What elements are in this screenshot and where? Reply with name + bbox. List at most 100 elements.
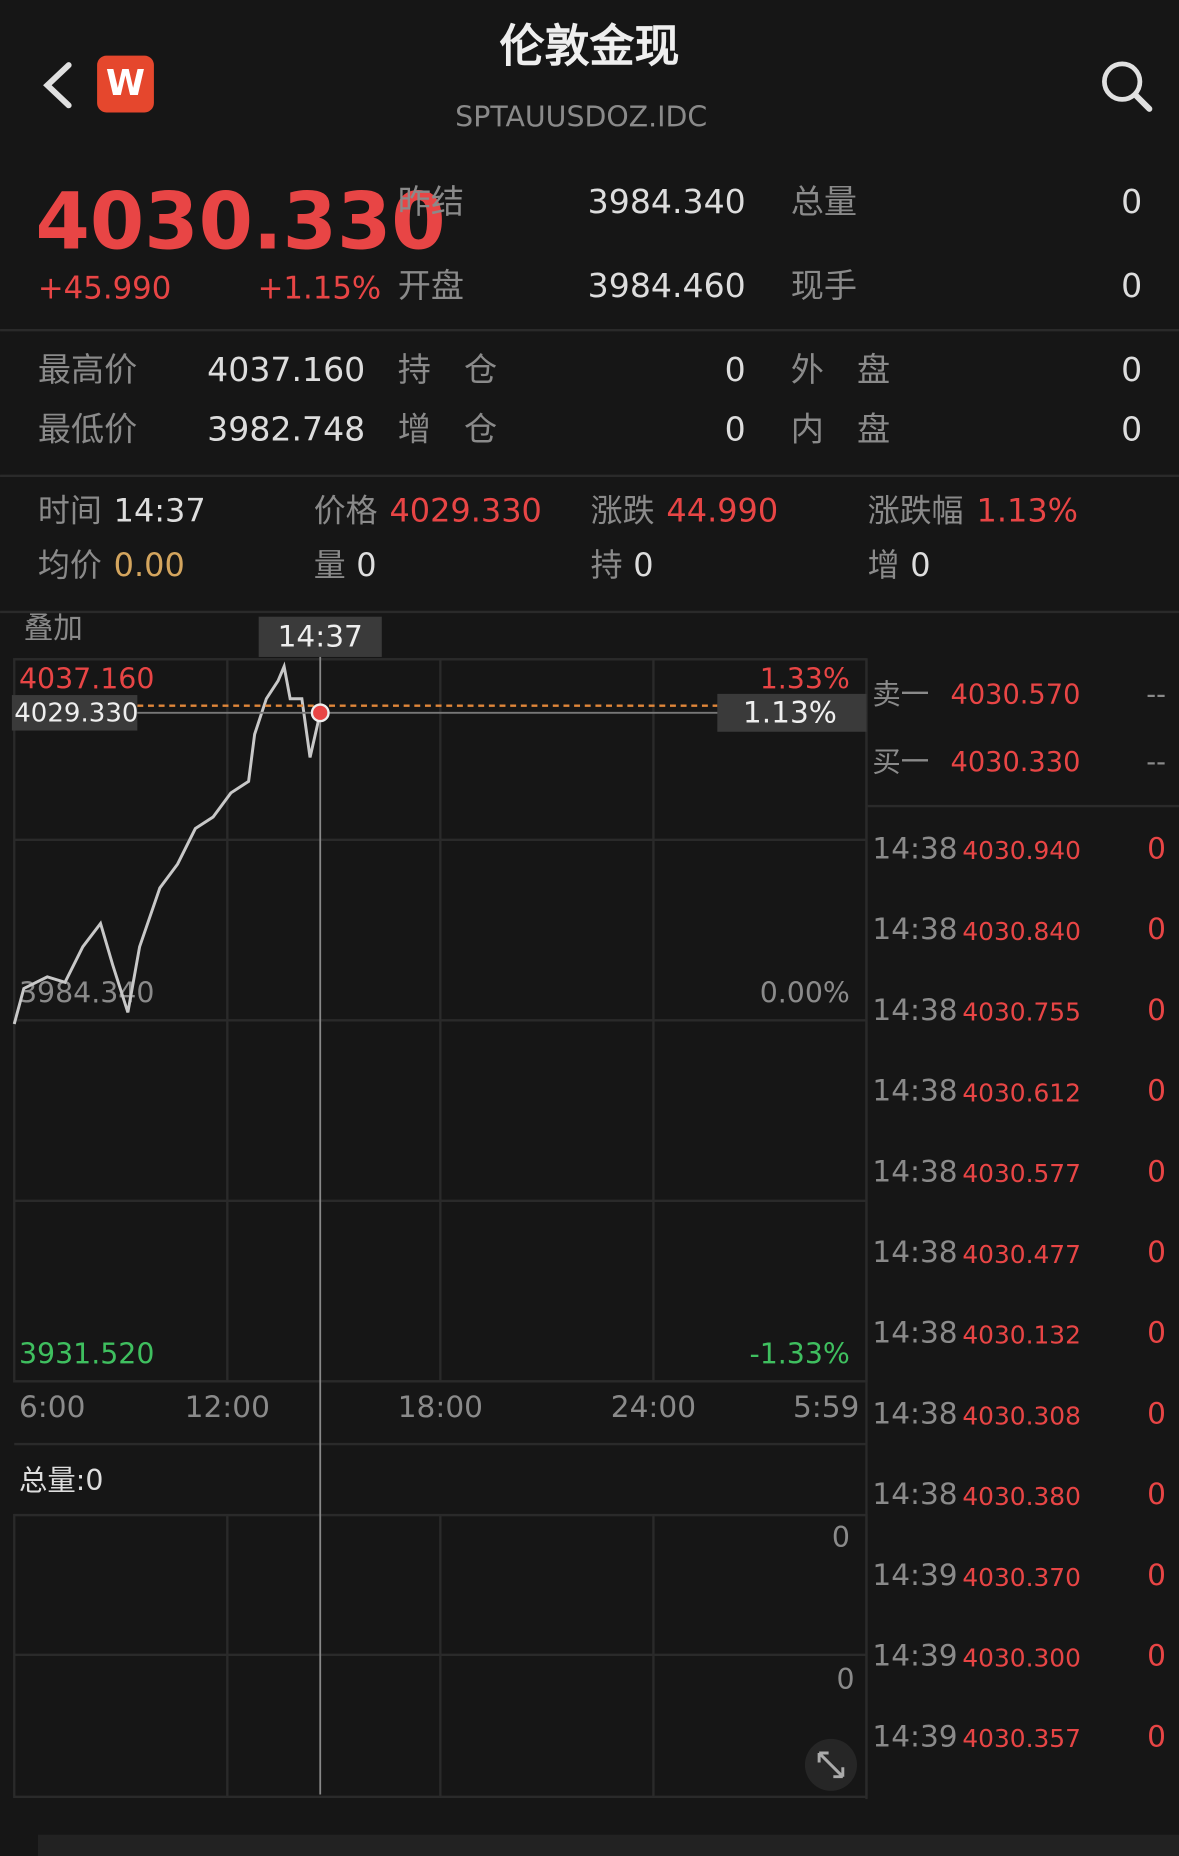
trade-time: 14:38 xyxy=(872,1477,957,1511)
info-value: 0 xyxy=(356,546,376,584)
trade-price: 4030.132 xyxy=(962,1321,1081,1350)
logo xyxy=(97,55,154,113)
cursor-price-box xyxy=(11,695,138,731)
trade-volume: 0 xyxy=(1147,1719,1166,1753)
info-label: 涨跌 xyxy=(591,492,655,530)
overlay-button[interactable]: 叠加 xyxy=(24,611,83,645)
info-value: 0 xyxy=(633,546,653,584)
stat-value: 0 xyxy=(725,350,746,389)
info-label: 时间 xyxy=(38,492,102,530)
trade-price: 4030.840 xyxy=(962,917,1081,946)
cursor-time: 14:37 xyxy=(278,620,363,654)
stat-label: 总量 xyxy=(791,182,857,221)
trade-volume: 0 xyxy=(1147,1639,1166,1673)
stat-value: 0 xyxy=(1121,182,1142,221)
trade-time: 14:38 xyxy=(872,912,957,946)
stat-label: 开盘 xyxy=(398,266,464,305)
stat-label: 最低价 xyxy=(38,409,137,448)
y2-tick-label: 0.00% xyxy=(760,976,850,1009)
info-label: 涨跌幅 xyxy=(868,492,964,530)
stat-value: 0 xyxy=(725,409,746,448)
trade-time: 14:38 xyxy=(872,1316,957,1350)
x-tick-label: 5:59 xyxy=(793,1390,859,1424)
cursor-dot xyxy=(310,703,330,723)
stat-value: 0 xyxy=(1121,350,1142,389)
trade-volume: 0 xyxy=(1147,1074,1166,1108)
price: 4030.330 xyxy=(36,177,446,268)
bottom-bar xyxy=(37,1834,1179,1856)
trade-time: 14:38 xyxy=(872,1235,957,1269)
stat-value: 3984.460 xyxy=(588,266,746,305)
info-label: 增 xyxy=(868,546,900,584)
trade-time: 14:39 xyxy=(872,1719,957,1753)
trade-price: 4030.940 xyxy=(962,836,1081,865)
trade-time: 14:38 xyxy=(872,1396,957,1430)
stat-value: 0 xyxy=(1121,409,1142,448)
book-label: 卖一 xyxy=(872,678,929,711)
expand-button[interactable] xyxy=(804,1738,858,1791)
stat-label: 昨结 xyxy=(398,182,464,221)
volume-grid xyxy=(13,1513,868,1798)
search-button[interactable] xyxy=(1102,61,1153,112)
stat-value: 4037.160 xyxy=(207,350,365,389)
change: +45.990 xyxy=(38,271,171,307)
trade-volume: 0 xyxy=(1147,1154,1166,1188)
info-value: 0.00 xyxy=(114,546,185,584)
trade-volume: 0 xyxy=(1147,1558,1166,1592)
info-value: 4029.330 xyxy=(389,492,541,530)
stat-label: 外 盘 xyxy=(791,350,890,389)
x-tick-label: 12:00 xyxy=(185,1390,270,1424)
volume-tick: 0 xyxy=(832,1521,850,1554)
info-label: 持 xyxy=(591,546,623,584)
trade-volume: 0 xyxy=(1147,1396,1166,1430)
trade-time: 14:38 xyxy=(872,1154,957,1188)
info-label: 量 xyxy=(314,546,346,584)
code: SPTAUUSDOZ.IDC xyxy=(455,100,707,133)
trade-time: 14:39 xyxy=(872,1558,957,1592)
trade-price: 4030.357 xyxy=(962,1724,1081,1753)
cursor-time-box xyxy=(258,616,382,657)
title: 伦敦金现 xyxy=(500,20,680,73)
trade-price: 4030.477 xyxy=(962,1240,1081,1269)
trade-price: 4030.577 xyxy=(962,1159,1081,1188)
trade-price: 4030.612 xyxy=(962,1078,1081,1107)
stat-label: 增 仓 xyxy=(398,409,497,448)
trade-volume: 0 xyxy=(1147,912,1166,946)
x-tick-label: 24:00 xyxy=(611,1390,696,1424)
book-volume: -- xyxy=(1146,680,1166,711)
stat-value: 3984.340 xyxy=(588,182,746,221)
book-price: 4030.570 xyxy=(951,680,1081,711)
trade-price: 4030.308 xyxy=(962,1401,1081,1430)
book-volume: -- xyxy=(1146,747,1166,778)
stat-label: 现手 xyxy=(791,266,857,305)
back-button[interactable] xyxy=(43,62,72,109)
y-tick-label: 3931.520 xyxy=(19,1337,154,1370)
y-tick-label: 4037.160 xyxy=(19,663,154,696)
book-label: 买一 xyxy=(872,745,929,778)
stat-value: 0 xyxy=(1121,266,1142,305)
info-value: 0 xyxy=(910,546,930,584)
stat-label: 持 仓 xyxy=(398,350,497,389)
stat-label: 最高价 xyxy=(38,350,137,389)
info-value: 14:37 xyxy=(114,492,206,530)
stat-label: 内 盘 xyxy=(791,409,890,448)
info-label: 均价 xyxy=(38,546,102,584)
change-pct: +1.15% xyxy=(258,271,382,307)
trade-price: 4030.755 xyxy=(962,998,1081,1027)
cursor-price: 4029.330 xyxy=(14,699,138,729)
trade-volume: 0 xyxy=(1147,1235,1166,1269)
trade-volume: 0 xyxy=(1147,1477,1166,1511)
trade-time: 14:39 xyxy=(872,1639,957,1673)
book-price: 4030.330 xyxy=(951,747,1081,778)
volume-total: 总量:0 xyxy=(19,1464,103,1497)
trade-time: 14:38 xyxy=(872,1074,957,1108)
cursor-pct-box xyxy=(717,693,867,732)
stat-value: 3982.748 xyxy=(207,409,365,448)
trade-volume: 0 xyxy=(1147,831,1166,865)
trade-volume: 0 xyxy=(1147,1316,1166,1350)
trade-volume: 0 xyxy=(1147,993,1166,1027)
cursor-pct: 1.13% xyxy=(743,696,837,730)
